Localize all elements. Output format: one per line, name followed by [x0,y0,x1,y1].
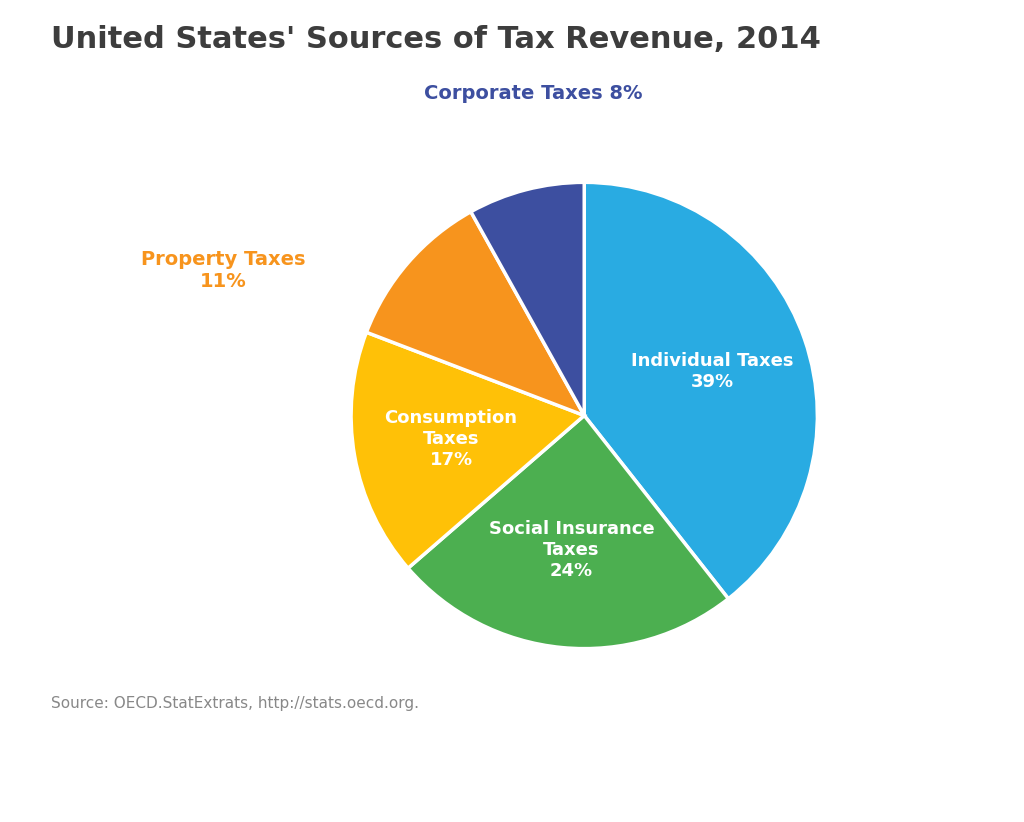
Text: United States' Sources of Tax Revenue, 2014: United States' Sources of Tax Revenue, 2… [51,25,821,53]
Wedge shape [351,332,585,568]
Text: Property Taxes
11%: Property Taxes 11% [140,251,305,292]
Text: Corporate Taxes 8%: Corporate Taxes 8% [424,84,642,104]
Text: TAX FOUNDATION: TAX FOUNDATION [20,778,200,796]
Wedge shape [408,415,728,649]
Text: Individual Taxes
39%: Individual Taxes 39% [631,352,794,390]
Wedge shape [585,182,817,598]
Text: Source: OECD.StatExtrats, http://stats.oecd.org.: Source: OECD.StatExtrats, http://stats.o… [51,696,419,711]
Text: Consumption
Taxes
17%: Consumption Taxes 17% [385,409,517,469]
Wedge shape [471,182,585,415]
Wedge shape [367,212,585,415]
Text: Social Insurance
Taxes
24%: Social Insurance Taxes 24% [488,520,654,580]
Text: @TaxFoundation: @TaxFoundation [855,778,1004,796]
